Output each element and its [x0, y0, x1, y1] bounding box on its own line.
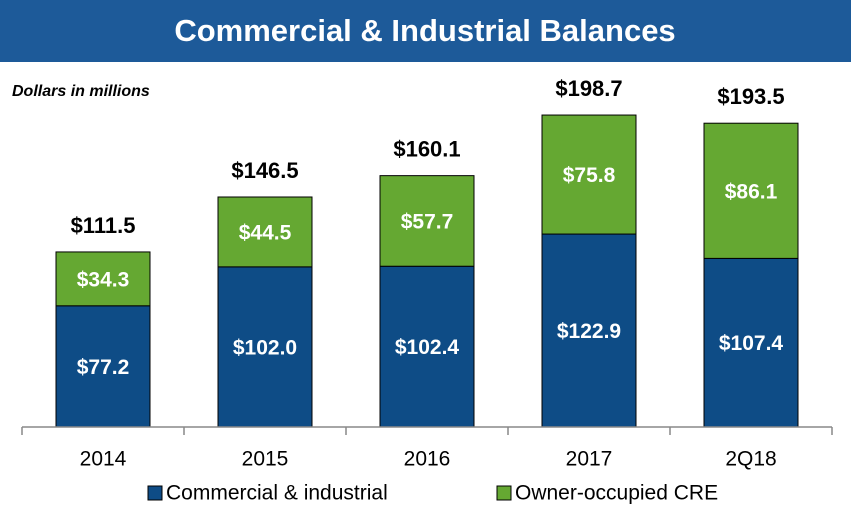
- bar-segment: [217, 196, 313, 268]
- value-label: $86.1: [725, 180, 778, 203]
- value-label: $107.4: [719, 332, 784, 355]
- bar-segment: [541, 114, 637, 235]
- value-label: $44.5: [239, 221, 292, 244]
- total-label: $146.5: [231, 158, 298, 183]
- bar-segment: [55, 251, 151, 307]
- total-label: $198.7: [555, 76, 622, 101]
- bar-segment: [541, 233, 637, 428]
- value-label: $122.9: [557, 320, 621, 343]
- x-tick-label: 2017: [566, 448, 613, 471]
- chart-title: Commercial & Industrial Balances: [174, 13, 675, 48]
- legend-label: Commercial & industrial: [166, 482, 388, 505]
- total-label: $193.5: [717, 84, 784, 109]
- total-label: $111.5: [71, 213, 136, 238]
- bar-segment: [217, 266, 313, 428]
- value-label: $75.8: [563, 164, 616, 187]
- x-tick-label: 2Q18: [725, 448, 776, 471]
- value-label: $34.3: [77, 268, 130, 291]
- legend-swatch: [496, 485, 512, 501]
- legend-label: Owner-occupied CRE: [515, 482, 718, 505]
- value-label: $102.0: [233, 336, 297, 359]
- chart-subtitle: Dollars in millions: [12, 83, 150, 100]
- value-label: $77.2: [77, 356, 130, 379]
- bar-segment: [379, 175, 475, 267]
- x-tick-label: 2014: [80, 448, 127, 471]
- title-banner: [0, 0, 851, 62]
- bar-segment: [703, 122, 799, 259]
- x-tick-label: 2016: [404, 448, 451, 471]
- bar-segment: [703, 257, 799, 428]
- x-tick-label: 2015: [242, 448, 289, 471]
- total-label: $160.1: [393, 136, 460, 161]
- value-label: $102.4: [395, 336, 460, 359]
- legend-swatch: [147, 485, 163, 501]
- bar-segment: [55, 305, 151, 428]
- value-label: $57.7: [401, 210, 454, 233]
